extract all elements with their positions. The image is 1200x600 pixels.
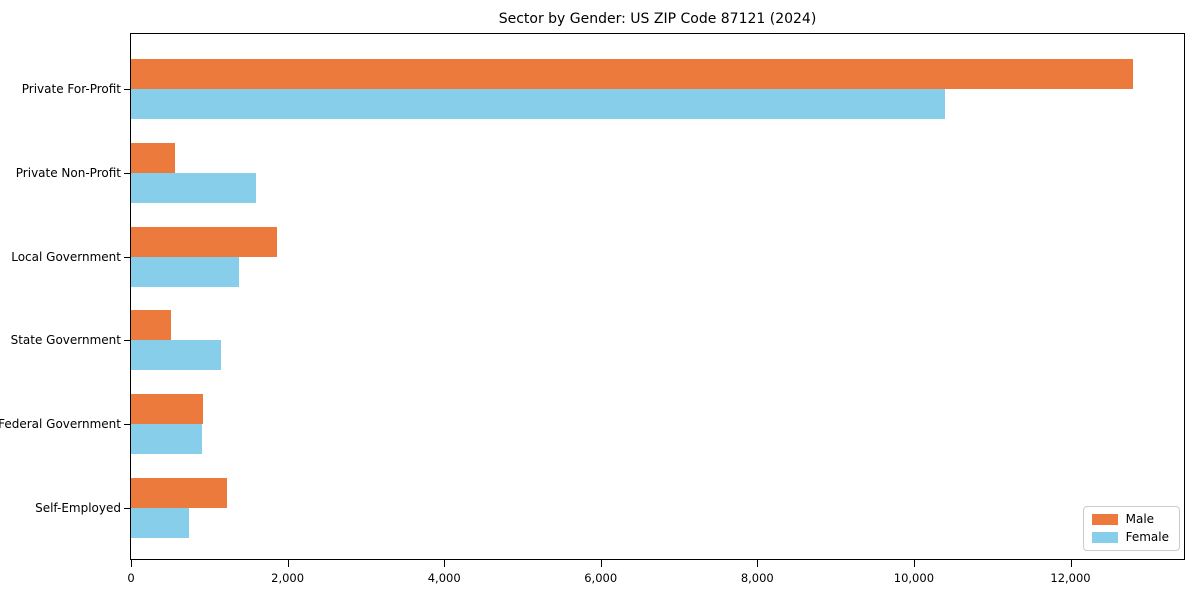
legend-swatch-female: [1091, 532, 1118, 543]
legend: Male Female: [1082, 506, 1180, 551]
x-tick-mark: [913, 560, 915, 567]
chart-title: Sector by Gender: US ZIP Code 87121 (202…: [498, 11, 817, 27]
x-tick-label: 0: [127, 571, 135, 585]
plot-area: Male Female Private For-Profit Private Non…: [0, 33, 1185, 585]
legend-swatch-male: [1091, 514, 1118, 525]
y-tick-mark: [124, 173, 131, 174]
x-tick-mark: [757, 560, 759, 567]
legend-label-female: Female: [1125, 530, 1169, 544]
y-tick-mark: [124, 257, 131, 258]
x-tick-label: 4,000: [427, 571, 461, 585]
y-tick-mark: [124, 89, 131, 90]
y-tick-label-self-employed: Self-Employed: [35, 501, 121, 515]
bar-male-local-government: [131, 227, 277, 257]
x-tick-mark: [600, 560, 602, 567]
bar-male-private-for-profit: [131, 59, 1134, 89]
x-tick-label: 10,000: [893, 571, 935, 585]
x-tick-label: 12,000: [1050, 571, 1091, 585]
bar-male-federal-government: [131, 394, 203, 424]
x-tick-mark: [287, 560, 289, 567]
bar-male-private-non-profit: [131, 143, 175, 173]
bar-female-local-government: [131, 257, 239, 287]
legend-item-female: Female: [1091, 530, 1169, 544]
y-tick-label-state-government: State Government: [10, 333, 121, 347]
y-tick-label-federal-government: Federal Government: [0, 417, 121, 431]
y-tick-mark: [124, 508, 131, 509]
y-tick-mark: [124, 424, 131, 425]
y-tick-label-local-government: Local Government: [11, 250, 121, 264]
legend-item-male: Male: [1091, 512, 1169, 526]
y-tick-label-private-non-profit: Private Non-Profit: [15, 166, 121, 180]
bar-female-federal-government: [131, 424, 202, 454]
bar-female-private-non-profit: [131, 173, 256, 203]
bar-female-private-for-profit: [131, 89, 946, 119]
x-tick-label: 8,000: [740, 571, 774, 585]
x-tick-mark: [444, 560, 446, 567]
y-tick-label-private-for-profit: Private For-Profit: [21, 82, 121, 96]
bar-female-state-government: [131, 340, 221, 370]
x-tick-label: 2,000: [271, 571, 305, 585]
legend-label-male: Male: [1125, 512, 1155, 526]
x-tick-label: 6,000: [584, 571, 618, 585]
bar-male-self-employed: [131, 478, 227, 508]
y-tick-mark: [124, 340, 131, 341]
bar-female-self-employed: [131, 508, 189, 538]
x-tick-mark: [1070, 560, 1072, 567]
bar-male-state-government: [131, 310, 171, 340]
x-tick-mark: [131, 560, 132, 567]
